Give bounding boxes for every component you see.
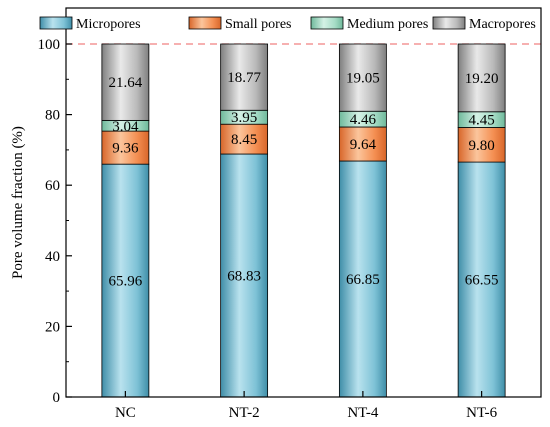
bar-segment-small-pores-nc — [101, 130, 150, 165]
data-label-macropores-nt-6: 19.20 — [465, 71, 499, 87]
axes-group: 0 20 40 60 80 100 NC NT-2 NT-4 NT-6 — [38, 7, 542, 421]
x-tick-label-nt-2: NT-2 — [229, 405, 260, 421]
legend-label-medium-pores: Medium pores — [347, 17, 428, 32]
y-tick-label-60: 60 — [45, 178, 60, 194]
bar-segment-micropores-nt-4 — [338, 160, 387, 398]
data-label-macropores-nt-4: 19.05 — [346, 71, 380, 87]
data-label-medium-pores-nt-6: 4.45 — [469, 113, 495, 129]
plot-frame — [65, 7, 542, 398]
data-label-medium-pores-nt-2: 3.95 — [231, 110, 257, 126]
x-tick-label-nt-6: NT-6 — [466, 405, 498, 421]
legend-swatch-micropores — [39, 16, 73, 30]
legend-label-micropores: Micropores — [76, 17, 141, 32]
y-tick-label-80: 80 — [45, 108, 60, 124]
data-label-micropores-nc: 65.96 — [109, 274, 143, 290]
bar-segment-macropores-nt-2 — [220, 43, 269, 111]
bar-segment-micropores-nc — [101, 163, 150, 398]
data-label-micropores-nt-6: 66.55 — [465, 273, 499, 289]
y-axis-title: Pore volume fraction (%) — [10, 126, 26, 279]
data-label-small-pores-nt-4: 9.64 — [350, 137, 377, 153]
bars-group — [101, 43, 506, 398]
x-tick-label-nt-4: NT-4 — [347, 405, 379, 421]
data-label-medium-pores-nc: 3.04 — [112, 119, 139, 135]
data-label-small-pores-nt-2: 8.45 — [231, 132, 257, 148]
data-label-micropores-nt-2: 68.83 — [227, 269, 261, 285]
data-label-macropores-nc: 21.64 — [109, 75, 143, 91]
bar-segment-macropores-nt-4 — [338, 43, 387, 112]
legend-swatch-medium-pores — [310, 16, 344, 30]
data-label-small-pores-nt-6: 9.80 — [469, 138, 495, 154]
data-label-micropores-nt-4: 66.85 — [346, 272, 380, 288]
data-label-small-pores-nc: 9.36 — [112, 141, 139, 157]
y-tick-label-40: 40 — [45, 249, 60, 265]
legend-swatch-small-pores — [188, 16, 222, 30]
legend-swatch-macropores — [432, 16, 466, 30]
x-tick-label-nc: NC — [115, 405, 136, 421]
bar-segment-small-pores-nt-6 — [457, 127, 506, 163]
legend-label-small-pores: Small pores — [225, 17, 292, 32]
legend-label-macropores: Macropores — [469, 17, 536, 32]
y-tick-label-20: 20 — [45, 319, 60, 335]
bar-segment-macropores-nt-6 — [457, 43, 506, 113]
legend: Micropores Small pores Medium pores Macropo… — [39, 16, 536, 32]
y-tick-label-0: 0 — [53, 390, 61, 406]
bar-segment-macropores-nc — [101, 43, 150, 121]
bar-segment-micropores-nt-2 — [220, 153, 269, 398]
y-tick-label-100: 100 — [38, 37, 61, 53]
data-label-macropores-nt-2: 18.77 — [227, 70, 261, 86]
data-label-medium-pores-nt-4: 4.46 — [350, 112, 377, 128]
data-labels-group: 65.96 9.36 3.04 21.64 68.83 8.45 3.95 18.77 66.8… — [109, 70, 499, 289]
